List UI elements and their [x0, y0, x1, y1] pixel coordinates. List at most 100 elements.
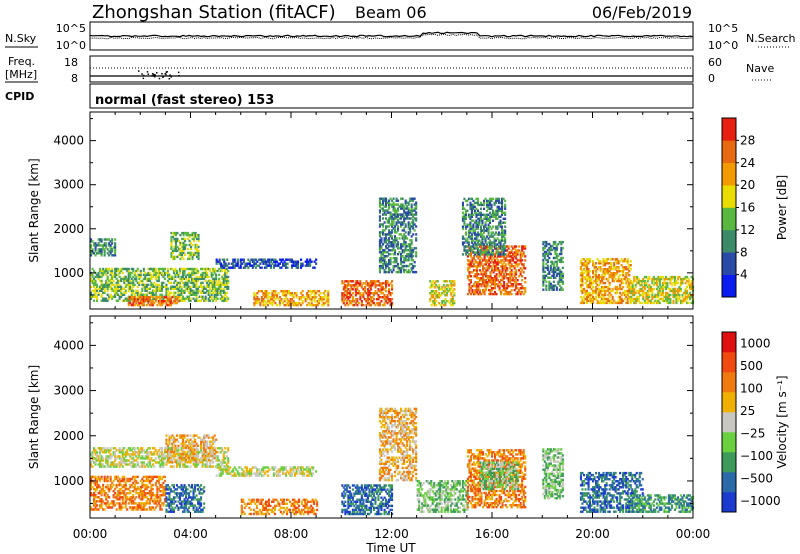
velocity-colorbar-tick-6: −500: [740, 471, 773, 485]
freq-panel: [89, 55, 694, 83]
power-panel: 1000 2000 3000 4000 Slant Range [km] 4 8 12 16 20…: [27, 111, 789, 310]
velocity-colorbar-seg-3: [722, 432, 736, 453]
station-title: Zhongshan Station (fitACF): [92, 2, 336, 23]
freq-left-tick-top: 18: [64, 56, 78, 69]
velocity-colorbar-seg-8: [722, 332, 736, 353]
power-colorbar-seg-6: [722, 140, 736, 164]
power-echo-region-2: [127, 296, 180, 307]
velocity-colorbar-seg-6: [722, 372, 736, 393]
velocity-echo-region-6: [341, 484, 394, 516]
velocity-echo-region-13: [630, 494, 695, 513]
power-ytick-label-3: 4000: [53, 134, 84, 148]
x-tick-label-3: 12:00: [374, 527, 409, 541]
velocity-echo-region-8: [416, 480, 469, 513]
velocity-colorbar-seg-5: [722, 392, 736, 413]
power-colorbar-seg-2: [722, 229, 736, 253]
noise-sky-trace: [89, 31, 694, 38]
velocity-echo-region-2: [165, 434, 218, 464]
cpid-text: normal (fast stereo) 153: [95, 93, 274, 108]
x-tick-label-0: 00:00: [73, 527, 108, 541]
power-echo-region-4: [215, 258, 318, 269]
power-echo-region-7: [378, 197, 418, 274]
velocity-echo-region-4: [215, 466, 318, 477]
noise-left-tick-top: 10^5: [56, 22, 86, 35]
noise-left-label: N.Sky: [5, 32, 37, 45]
velocity-ytick-label-1: 2000: [53, 429, 84, 443]
power-echo-region-3: [170, 231, 200, 261]
velocity-ytick-label-2: 3000: [53, 384, 84, 398]
power-echo-region-11: [542, 240, 564, 291]
power-echo-region-13: [630, 275, 695, 305]
freq-right-tick-top: 60: [708, 56, 722, 69]
x-tick-label-4: 16:00: [475, 527, 510, 541]
power-colorbar-seg-7: [722, 118, 736, 141]
freq-left-tick-bottom: 8: [71, 72, 78, 85]
velocity-colorbar-tick-1: 500: [740, 359, 763, 373]
velocity-ylabel: Slant Range [km]: [27, 365, 41, 469]
velocity-colorbar-tick-3: 25: [740, 404, 755, 418]
freq-label-2: [MHz]: [5, 68, 37, 81]
noise-left-tick-bottom: 10^0: [56, 39, 86, 52]
freq-traces: [90, 67, 693, 80]
power-echo-region-8: [429, 280, 456, 307]
power-colorbar-seg-5: [722, 162, 736, 186]
power-colorbar-tick-1: 8: [740, 245, 748, 259]
power-echo-region-9: [466, 245, 527, 296]
velocity-ytick-label-0: 1000: [53, 474, 84, 488]
power-colorbar-seg-3: [722, 207, 736, 231]
velocity-echo-region-11: [542, 448, 564, 500]
power-ytick-label-0: 1000: [53, 266, 84, 280]
power-echo-region-0: [90, 238, 117, 257]
x-tick-label-5: 20:00: [575, 527, 610, 541]
velocity-echo-region-12: [579, 471, 644, 513]
power-echo-region-10: [461, 197, 507, 256]
velocity-echo-cells: [90, 407, 695, 516]
velocity-echo-region-5: [240, 498, 319, 516]
noise-traces: [89, 31, 694, 40]
power-ylabel: Slant Range [km]: [27, 158, 41, 262]
power-colorbar-seg-1: [722, 252, 736, 275]
beam-label: Beam 06: [355, 3, 427, 22]
power-ytick-label-1: 2000: [53, 222, 84, 236]
velocity-panel: 1000 2000 3000 4000 Slant Range [km] 1000 500 1…: [27, 315, 789, 541]
velocity-colorbar-label: Velocity [m s⁻¹]: [775, 375, 789, 468]
velocity-colorbar-seg-2: [722, 452, 736, 473]
x-axis-label: Time UT: [365, 541, 416, 554]
power-colorbar-tick-6: 28: [740, 133, 755, 147]
power-colorbar-label: Power [dB]: [775, 175, 789, 240]
power-echo-cells: [90, 197, 695, 307]
date-label: 06/Feb/2019: [592, 3, 692, 22]
power-echo-region-6: [341, 280, 394, 307]
velocity-colorbar-seg-4: [722, 412, 736, 433]
noise-right-tick-top: 10^5: [708, 22, 738, 35]
velocity-colorbar-seg-7: [722, 352, 736, 373]
velocity-colorbar-seg-0: [722, 492, 736, 513]
freq-right-label: Nave: [746, 62, 774, 75]
x-tick-label-1: 04:00: [173, 527, 208, 541]
velocity-ytick-label-3: 4000: [53, 338, 84, 352]
velocity-echo-region-3: [165, 484, 206, 513]
noise-right-label: N.Search: [746, 32, 796, 45]
velocity-colorbar-tick-4: −25: [740, 426, 765, 440]
x-tick-label-6: 00:00: [676, 527, 711, 541]
power-colorbar-tick-0: 4: [740, 268, 748, 282]
power-echo-region-5: [253, 290, 330, 307]
x-tick-label-2: 08:00: [274, 527, 309, 541]
power-echo-region-12: [579, 258, 632, 305]
power-colorbar-tick-3: 16: [740, 201, 755, 215]
power-colorbar-tick-4: 20: [740, 178, 755, 192]
velocity-colorbar-tick-0: 1000: [740, 336, 771, 350]
cpid-panel: [89, 83, 694, 109]
cpid-label: CPID: [5, 90, 34, 103]
power-ytick-label-2: 3000: [53, 178, 84, 192]
velocity-colorbar-frame: [721, 331, 737, 513]
velocity-echo-region-7: [378, 407, 418, 482]
freq-right-tick-bottom: 0: [708, 72, 715, 85]
velocity-echo-region-10: [479, 461, 520, 491]
power-colorbar-tick-2: 12: [740, 223, 755, 237]
velocity-colorbar-seg-1: [722, 472, 736, 493]
velocity-colorbar-tick-2: 100: [740, 381, 763, 395]
power-colorbar-tick-5: 24: [740, 156, 755, 170]
noise-right-tick-bottom: 10^0: [708, 39, 738, 52]
